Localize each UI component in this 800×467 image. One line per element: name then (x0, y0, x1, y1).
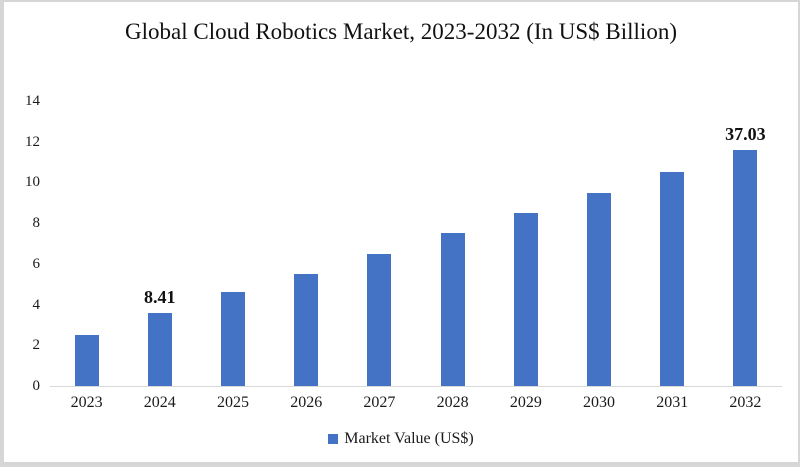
x-tick-2026: 2026 (290, 394, 323, 411)
chart-title-text: Global Cloud Robotics Market, 2023-2032 … (125, 19, 677, 44)
x-tick-2029: 2029 (509, 394, 542, 411)
x-tick-2032: 2032 (729, 394, 762, 411)
y-tick-4: 4 (32, 296, 41, 313)
y-tick-6: 6 (32, 255, 41, 272)
y-tick-8: 8 (32, 215, 41, 232)
y-tick-2: 2 (32, 337, 41, 354)
bar-2030 (587, 192, 612, 386)
bar-2028 (440, 233, 465, 386)
bar-2031 (660, 172, 685, 386)
x-tick-2025: 2025 (217, 394, 249, 411)
chart-title: Global Cloud Robotics Market, 2023-2032 … (4, 17, 798, 46)
plot-area: 8.41 37.03 (50, 101, 782, 387)
x-tick-2030: 2030 (583, 394, 616, 411)
bar-2029 (513, 212, 538, 386)
bar-2025 (221, 292, 245, 386)
x-tick-2023: 2023 (70, 394, 103, 411)
bar-slot-2025 (196, 101, 269, 386)
bar-slot-2030 (562, 101, 635, 386)
y-tick-10: 10 (25, 174, 40, 191)
x-axis: 2023 2024 2025 2026 2027 2028 2029 2030 2031 2032 (50, 394, 782, 412)
legend-swatch-market-value (328, 434, 339, 444)
bar-2026 (294, 274, 319, 386)
bar-slot-2026 (270, 101, 343, 386)
y-axis: 0 2 4 6 8 10 12 14 (4, 2, 42, 462)
bar-slot-2029 (489, 101, 562, 386)
bar-2023 (74, 335, 99, 386)
bar-2024 (147, 312, 172, 386)
x-tick-2028: 2028 (436, 394, 469, 411)
y-tick-14: 14 (25, 93, 40, 109)
x-tick-2031: 2031 (656, 394, 689, 411)
bar-slot-2023 (50, 101, 123, 386)
bar-slot-2031 (636, 101, 709, 386)
y-tick-0: 0 (32, 378, 41, 394)
x-tick-2027: 2027 (363, 394, 396, 411)
legend: Market Value (US$) (4, 430, 798, 448)
bar-slot-2028 (416, 101, 489, 386)
bar-slot-2032: 37.03 (709, 101, 782, 386)
data-label-2032: 37.03 (725, 123, 766, 144)
bar-slot-2027 (343, 101, 416, 386)
x-tick-2024: 2024 (143, 394, 176, 411)
bar-2032 (733, 149, 758, 386)
bar-2027 (367, 253, 392, 386)
y-tick-12: 12 (25, 133, 40, 150)
data-label-2024: 8.41 (144, 286, 176, 307)
legend-label: Market Value (US$) (344, 430, 474, 447)
bar-slot-2024: 8.41 (123, 101, 196, 386)
